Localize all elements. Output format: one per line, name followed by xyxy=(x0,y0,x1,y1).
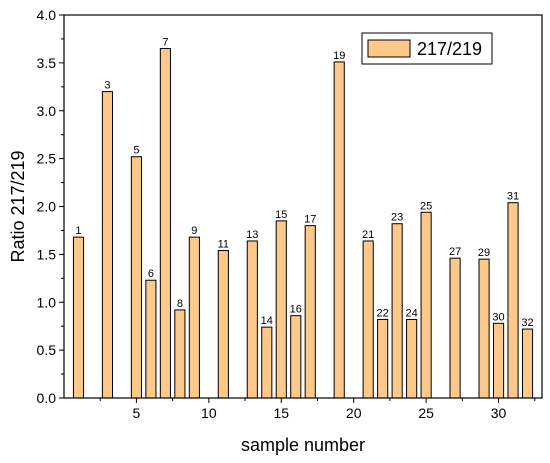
y-tick-label: 2.5 xyxy=(37,151,57,167)
y-axis: 0.0 0.5 1.0 1.5 2.0 2.5 3.0 3.5 4.0 xyxy=(37,7,64,406)
y-tick-label: 4.0 xyxy=(37,7,57,23)
x-axis-title: sample number xyxy=(241,435,365,455)
bar-sample-7 xyxy=(159,48,171,399)
x-tick-label: 5 xyxy=(133,405,141,421)
data-label-17: 17 xyxy=(304,214,316,226)
bar-sample-15 xyxy=(275,220,287,399)
bars-layer xyxy=(72,48,534,399)
y-tick-label: 2.0 xyxy=(37,199,57,215)
data-label-9: 9 xyxy=(191,225,197,237)
data-label-21: 21 xyxy=(362,229,374,241)
bar-sample-31 xyxy=(507,202,519,399)
x-tick-label: 30 xyxy=(491,405,507,421)
data-label-29: 29 xyxy=(478,247,490,259)
legend-label: 217/219 xyxy=(417,39,482,59)
bar-sample-1 xyxy=(72,236,85,399)
data-label-22: 22 xyxy=(377,307,389,319)
x-axis: 5 10 15 20 25 30 xyxy=(99,398,536,421)
data-label-13: 13 xyxy=(246,229,258,241)
y-tick-label: 0.0 xyxy=(37,390,57,406)
data-label-11: 11 xyxy=(218,239,229,251)
bar-sample-27 xyxy=(449,257,461,399)
data-label-8: 8 xyxy=(177,298,183,310)
data-label-3: 3 xyxy=(104,80,110,92)
bar-sample-14 xyxy=(261,326,273,399)
bar-sample-29 xyxy=(478,258,490,399)
x-tick-label: 25 xyxy=(418,405,434,421)
data-label-27: 27 xyxy=(449,246,461,258)
x-tick-label: 15 xyxy=(273,405,289,421)
y-tick-label: 1.5 xyxy=(37,246,57,262)
bar-sample-21 xyxy=(362,240,374,399)
bar-sample-6 xyxy=(145,279,157,399)
data-label-25: 25 xyxy=(420,200,432,212)
y-tick-label: 0.5 xyxy=(37,342,57,358)
y-axis-title: Ratio 217/219 xyxy=(8,150,28,262)
legend: 217/219 xyxy=(361,32,493,65)
data-label-7: 7 xyxy=(162,37,168,49)
data-label-24: 24 xyxy=(406,307,418,319)
bar-sample-13 xyxy=(246,240,258,399)
bar-sample-23 xyxy=(391,223,403,399)
bar-sample-24 xyxy=(406,318,418,399)
bar-sample-32 xyxy=(521,328,534,399)
bar-sample-22 xyxy=(377,318,389,399)
bar-sample-9 xyxy=(188,236,200,399)
data-label-31: 31 xyxy=(507,191,519,203)
data-label-14: 14 xyxy=(261,315,273,327)
x-tick-label: 10 xyxy=(201,405,217,421)
bar-sample-30 xyxy=(492,322,505,399)
bar-sample-3 xyxy=(101,91,114,399)
data-label-30: 30 xyxy=(492,311,504,323)
legend-swatch xyxy=(367,39,411,58)
bar-sample-8 xyxy=(174,309,186,399)
data-label-32: 32 xyxy=(521,317,533,329)
data-label-6: 6 xyxy=(148,268,154,280)
y-tick-label: 3.0 xyxy=(37,103,57,119)
data-label-15: 15 xyxy=(275,209,287,221)
bar-sample-16 xyxy=(290,315,302,399)
bar-sample-25 xyxy=(420,211,432,399)
data-label-23: 23 xyxy=(391,212,403,224)
y-tick-label: 3.5 xyxy=(37,55,57,71)
bar-sample-17 xyxy=(304,225,316,399)
data-label-16: 16 xyxy=(290,304,302,316)
bar-sample-11 xyxy=(217,250,229,399)
bar-sample-19 xyxy=(333,61,345,399)
data-label-19: 19 xyxy=(333,50,345,62)
bar-sample-5 xyxy=(130,156,142,399)
x-tick-label: 20 xyxy=(346,405,362,421)
data-label-1: 1 xyxy=(75,225,81,237)
data-label-5: 5 xyxy=(133,145,139,157)
y-tick-label: 1.0 xyxy=(37,294,57,310)
